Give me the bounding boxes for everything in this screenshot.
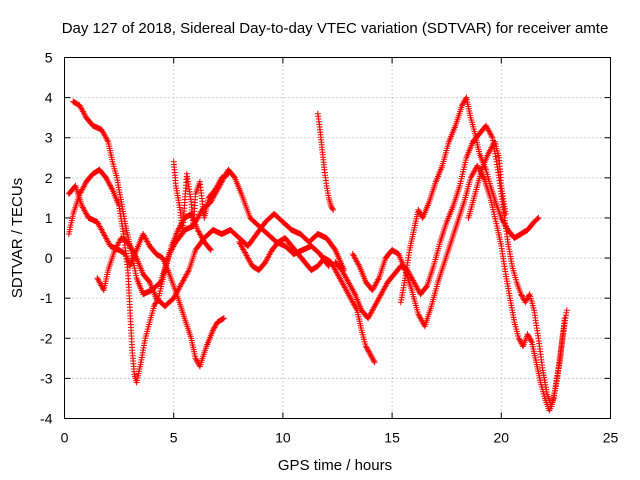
y-tick-label: 1 — [45, 210, 53, 226]
point-markers — [332, 122, 568, 410]
y-tick-label: -1 — [40, 290, 53, 306]
series-K — [465, 138, 509, 221]
series-J — [397, 94, 542, 306]
chart-title: Day 127 of 2018, Sidereal Day-to-day VTE… — [62, 20, 609, 37]
axis-ticks — [64, 57, 611, 419]
y-tick-label: 3 — [45, 130, 53, 146]
x-tick-label: 20 — [494, 430, 510, 446]
x-tick-label: 0 — [61, 430, 69, 446]
series-E — [236, 235, 378, 366]
x-tick-label: 25 — [603, 430, 619, 446]
y-tick-label: 0 — [45, 250, 53, 266]
x-tick-label: 10 — [275, 430, 291, 446]
data-series — [65, 94, 570, 414]
y-tick-label: 5 — [45, 50, 53, 66]
y-tick-label: 2 — [45, 170, 53, 186]
series-I — [349, 162, 570, 414]
point-markers — [236, 235, 378, 366]
y-tick-label: -4 — [40, 411, 53, 427]
y-tick-label: -3 — [40, 370, 53, 386]
x-tick-label: 15 — [384, 430, 400, 446]
point-markers — [349, 162, 570, 414]
series-H — [332, 122, 568, 410]
point-markers — [170, 158, 232, 237]
y-axis-label: SDTVAR / TECUs — [9, 178, 26, 298]
x-axis-label: GPS time / hours — [278, 457, 392, 474]
series-D — [94, 210, 348, 310]
point-markers — [314, 110, 337, 213]
series-G — [314, 110, 337, 213]
series-F — [170, 158, 232, 237]
x-tick-label: 5 — [170, 430, 178, 446]
tick-labels: 0 5 10 15 20 25 -4 -3 -2 -1 0 1 2 3 4 5 — [40, 50, 618, 446]
point-markers — [465, 138, 509, 221]
plot-frame — [64, 57, 611, 419]
point-markers — [94, 210, 348, 310]
y-tick-label: 4 — [45, 90, 53, 106]
point-markers — [397, 94, 542, 306]
y-tick-label: -2 — [40, 330, 53, 346]
